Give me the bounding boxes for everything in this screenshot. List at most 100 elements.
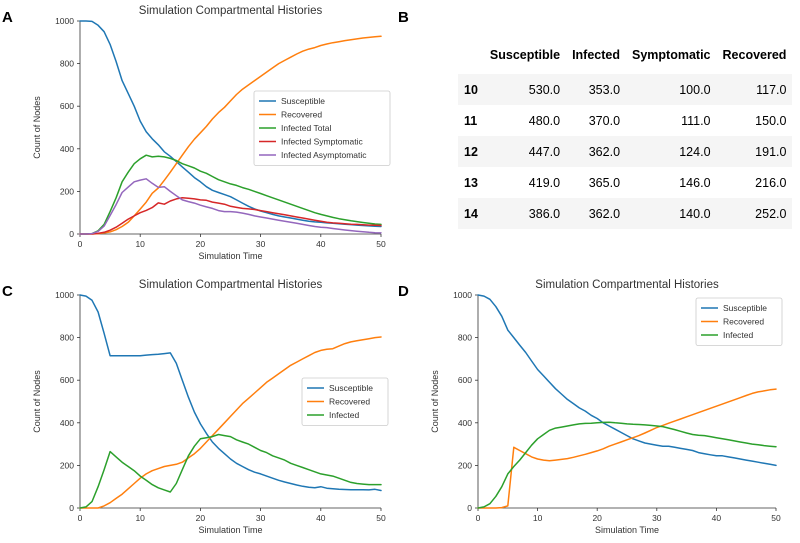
table-cell: 150.0	[755, 113, 787, 128]
panel-letter-a: A	[2, 9, 13, 26]
y-axis-label: Count of Nodes	[430, 370, 440, 433]
chart-title: Simulation Compartmental Histories	[535, 279, 719, 291]
x-tick-label: 20	[196, 513, 206, 523]
table-row-index: 13	[464, 175, 478, 190]
x-axis-label: Simulation Time	[595, 525, 659, 535]
series-line-susceptible	[79, 294, 382, 492]
y-tick-label: 400	[60, 418, 74, 428]
y-tick-label: 400	[458, 418, 472, 428]
x-tick-label: 30	[652, 513, 662, 523]
x-tick-label: 0	[78, 513, 83, 523]
table-row-index: 14	[464, 206, 478, 221]
legend-entry: Recovered	[281, 110, 322, 120]
table-cell: 419.0	[528, 175, 561, 190]
table-cell: 111.0	[681, 113, 711, 128]
legend-box	[253, 90, 391, 166]
table-row-index: 12	[464, 144, 478, 159]
legend-entry: Infected Total	[281, 123, 332, 133]
table-cell: 140.0	[679, 206, 711, 221]
x-tick-label: 40	[712, 513, 722, 523]
table-row: 10 530.0 353.0 100.0 117.0	[458, 74, 793, 105]
x-tick-label: 20	[196, 239, 206, 249]
panel-b: B	[398, 9, 409, 26]
y-tick-label: 600	[60, 101, 74, 111]
legend-box	[695, 297, 783, 346]
x-tick-label: 40	[316, 513, 326, 523]
panel-a: A Simulation Compartmental Histories 0 10 2…	[2, 5, 391, 261]
table-cell: 124.0	[679, 144, 711, 159]
panel-c: C Simulation Compartmental Histories 0 10 2…	[2, 279, 389, 535]
series-line-recovered	[79, 336, 382, 509]
y-tick-label: 200	[458, 460, 472, 470]
legend: Susceptible Recovered Infected	[301, 377, 389, 426]
x-axis-label: Simulation Time	[198, 525, 262, 535]
table-row-index: 11	[464, 113, 478, 128]
legend-entry: Susceptible	[329, 383, 373, 393]
table-row: 11 480.0 370.0 111.0 150.0	[458, 105, 792, 136]
y-tick-label: 600	[60, 375, 74, 385]
table-cell: 362.0	[588, 206, 621, 221]
y-tick-label: 1000	[453, 290, 472, 300]
x-tick-label: 0	[78, 239, 83, 249]
chart-title: Simulation Compartmental Histories	[139, 279, 323, 291]
x-tick-label: 40	[316, 239, 326, 249]
y-tick-label: 600	[458, 375, 472, 385]
legend: Susceptible Recovered Infected	[695, 297, 783, 346]
legend-entry: Infected Symptomatic	[281, 137, 363, 147]
legend-box	[301, 377, 389, 426]
table-cell: 447.0	[528, 144, 561, 159]
table-column-header: Susceptible	[489, 48, 561, 62]
y-tick-label: 0	[69, 503, 74, 513]
table-header-row: Susceptible Infected Symptomatic Recover…	[458, 36, 792, 74]
table-row: 12 447.0 362.0 124.0 191.0	[458, 136, 793, 167]
series-line-infected-total	[79, 154, 382, 235]
x-tick-label: 10	[135, 513, 145, 523]
panel-d: D Simulation Compartmental Histories 0 10 2…	[398, 279, 783, 535]
table-cell: 146.0	[679, 175, 711, 190]
table-cell: 353.0	[588, 82, 621, 97]
table-cell: 530.0	[528, 82, 561, 97]
table-cell: 386.0	[528, 206, 561, 221]
y-tick-label: 1000	[55, 290, 74, 300]
x-tick-label: 30	[256, 239, 266, 249]
legend-entry: Susceptible	[723, 303, 767, 313]
y-tick-label: 800	[60, 333, 74, 343]
x-tick-label: 30	[256, 513, 266, 523]
y-axis-label: Count of Nodes	[32, 370, 42, 433]
table-column-header: Recovered	[722, 48, 787, 62]
legend-entry: Recovered	[329, 397, 370, 407]
y-tick-label: 200	[60, 186, 74, 196]
table-cell: 365.0	[588, 175, 621, 190]
series-line-infected	[79, 433, 382, 509]
series-line-infected-symptomatic	[79, 197, 382, 235]
x-tick-label: 20	[592, 513, 602, 523]
table-cell: 117.0	[756, 82, 787, 97]
x-tick-label: 0	[476, 513, 481, 523]
panel-letter-d: D	[398, 283, 409, 300]
y-tick-label: 200	[60, 460, 74, 470]
series-line-infected	[477, 421, 777, 509]
panel-letter-b: B	[398, 9, 409, 26]
legend-entry: Infected	[723, 330, 754, 340]
table-cell: 480.0	[528, 113, 561, 128]
series-line-susceptible	[477, 294, 777, 467]
series-line-recovered	[79, 35, 382, 235]
y-tick-label: 0	[69, 229, 74, 239]
legend-entry: Infected	[329, 410, 360, 420]
table-cell: 362.0	[588, 144, 621, 159]
x-tick-label: 10	[533, 513, 543, 523]
legend-entry: Susceptible	[281, 96, 325, 106]
table-column-header: Symptomatic	[632, 48, 711, 62]
chart-title: Simulation Compartmental Histories	[139, 5, 323, 17]
legend-entry: Infected Asymptomatic	[281, 150, 367, 160]
x-tick-label: 10	[135, 239, 145, 249]
x-axis-label: Simulation Time	[198, 251, 262, 261]
table-cell: 252.0	[755, 206, 787, 221]
table-cell: 191.0	[755, 144, 787, 159]
table-row-index: 10	[464, 82, 478, 97]
compartment-table: Susceptible Infected Symptomatic Recover…	[458, 36, 793, 229]
table-column-header: Infected	[572, 48, 621, 62]
y-tick-label: 0	[467, 503, 472, 513]
y-axis-label: Count of Nodes	[32, 96, 42, 159]
y-tick-label: 800	[60, 59, 74, 69]
